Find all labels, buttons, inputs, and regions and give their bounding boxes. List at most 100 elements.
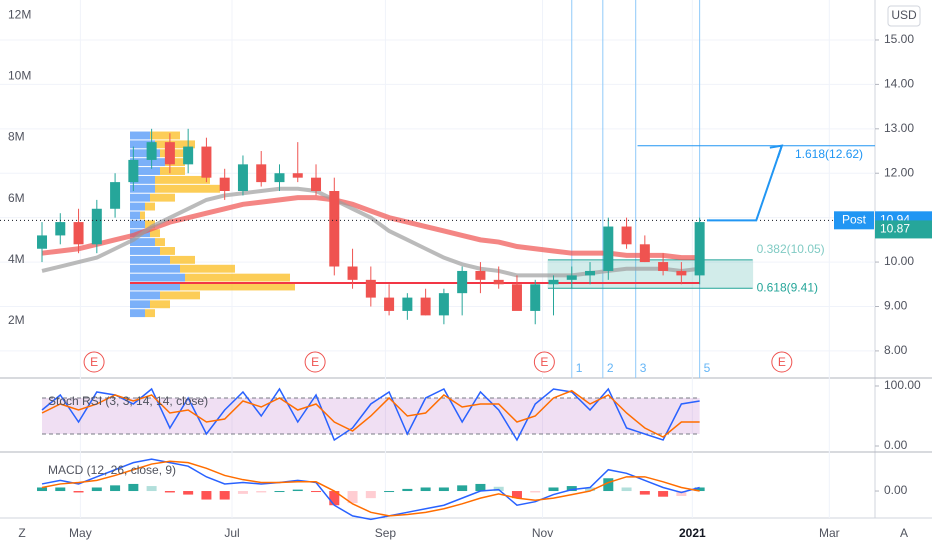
macd-bar <box>530 491 541 493</box>
candle-body <box>493 279 504 285</box>
projection <box>706 145 783 222</box>
fib-label: 0.382(10.05) <box>757 242 825 256</box>
profile-down <box>180 264 235 273</box>
candle-body <box>55 222 66 236</box>
macd-bar <box>384 491 395 493</box>
macd-line <box>41 460 700 517</box>
currency-box[interactable] <box>887 5 921 27</box>
candle-body <box>621 226 632 245</box>
profile-up <box>130 158 165 167</box>
event-marker[interactable] <box>83 351 105 373</box>
macd-bar <box>621 487 632 492</box>
profile-up <box>130 184 155 193</box>
candle-body <box>201 146 212 178</box>
profile-up <box>130 220 145 229</box>
profile-down <box>180 282 295 291</box>
macd-bar <box>676 491 687 496</box>
macd-bar <box>658 491 669 497</box>
candle-body <box>237 164 248 191</box>
event-label[interactable]: E <box>90 355 98 369</box>
stoch-line <box>41 389 700 438</box>
price-tag: Post <box>842 212 867 226</box>
profile-down <box>145 202 155 211</box>
profile-down <box>150 300 170 309</box>
macd-bar <box>274 491 285 493</box>
macd-bar <box>548 487 559 492</box>
x-tick-label: Sep <box>375 526 397 540</box>
profile-up <box>130 167 160 175</box>
y-tick-label: 14.00 <box>884 77 914 91</box>
wave-label: 5 <box>704 361 711 375</box>
profile-down <box>145 220 155 229</box>
x-tick-label: Jul <box>224 526 239 540</box>
event-marker[interactable] <box>771 351 793 373</box>
event-label[interactable]: E <box>778 355 786 369</box>
candle-body <box>365 279 376 298</box>
candle-body <box>457 270 468 294</box>
candle-body <box>164 142 175 165</box>
profile-up <box>130 300 150 309</box>
event-label[interactable]: E <box>540 355 548 369</box>
y-tick-label: 0.00 <box>884 483 908 497</box>
candle-body <box>676 270 687 276</box>
profile-up <box>130 291 160 300</box>
volume-tick-label: 4M <box>8 252 25 266</box>
profile-down <box>145 309 155 318</box>
profile-down <box>170 255 195 264</box>
profile-down <box>155 184 220 193</box>
event-marker[interactable] <box>304 351 326 373</box>
macd-bar <box>329 491 340 506</box>
profile-up <box>130 149 160 158</box>
pane-title: Stoch RSI (3, 3, 14, 14, close) <box>48 394 208 408</box>
price-tag-box <box>834 211 874 230</box>
candle-body <box>658 262 669 271</box>
zoom-button[interactable]: Z <box>18 526 25 540</box>
event-marker[interactable] <box>533 351 555 373</box>
macd-bar <box>365 491 376 499</box>
volume-tick-label: 12M <box>8 7 31 21</box>
candle-body <box>128 159 139 183</box>
profile-up <box>130 238 155 247</box>
y-tick-label: 0.00 <box>884 438 908 452</box>
profile-up <box>130 202 145 211</box>
profile-down <box>140 211 145 220</box>
candle-body <box>566 275 577 280</box>
macd-bar <box>91 487 102 492</box>
y-tick-label: 12.00 <box>884 165 914 179</box>
profile-down <box>165 158 185 167</box>
profile-up <box>130 309 145 318</box>
candle-body <box>37 235 48 249</box>
y-tick-label: 13.00 <box>884 121 914 135</box>
volume-tick-label: 8M <box>8 130 25 144</box>
macd-bar <box>585 487 596 492</box>
profile-up <box>130 193 150 202</box>
candle-body <box>384 297 395 311</box>
candle-body <box>511 284 522 311</box>
macd-bar <box>475 483 486 492</box>
currency[interactable]: USD <box>891 8 917 22</box>
candle-body <box>219 177 230 191</box>
profile-down <box>160 149 190 158</box>
macd-bar <box>420 487 431 492</box>
candle-body <box>475 270 486 280</box>
wave-label: 2 <box>607 361 614 375</box>
profile-up <box>130 175 155 184</box>
y-tick-label: 9.00 <box>884 299 908 313</box>
profile-down <box>150 229 160 238</box>
auto-button[interactable]: A <box>900 526 908 540</box>
macd-bar <box>183 491 194 495</box>
profile-up <box>130 273 185 282</box>
profile-up <box>130 211 140 220</box>
fib-label: 1.618(12.62) <box>795 147 863 161</box>
price-label: 10.87 <box>880 222 910 236</box>
candle-body <box>347 266 358 280</box>
candle-body <box>548 279 559 285</box>
profile-down <box>160 291 200 300</box>
volume-tick-label: 6M <box>8 191 25 205</box>
event-label[interactable]: E <box>311 355 319 369</box>
candle-body <box>274 173 285 183</box>
y-tick-label: 100.00 <box>884 378 921 392</box>
pane-title: MACD (12, 26, close, 9) <box>48 463 176 477</box>
macd-bar <box>128 483 139 492</box>
